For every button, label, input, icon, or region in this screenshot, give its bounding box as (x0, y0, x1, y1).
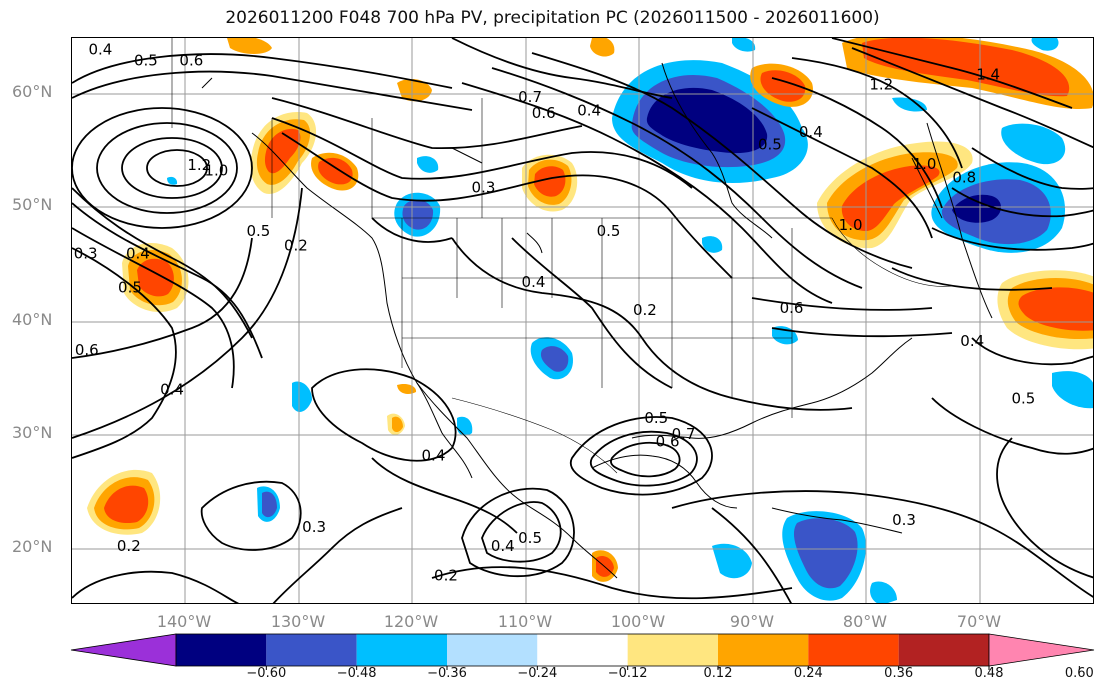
lon-label-140w: 140°W (156, 612, 212, 631)
contour-label: 0.2 (633, 301, 657, 319)
colorbar-tick-label: −0.24 (517, 666, 558, 681)
colorbar-segment (266, 634, 357, 666)
contour-label: 0.3 (892, 511, 916, 529)
lat-label-20n: 20°N (12, 537, 53, 556)
lon-label-100w: 100°W (610, 612, 666, 631)
contour-label: 0.7 (518, 88, 542, 106)
contour-label: 0.4 (577, 102, 601, 120)
contour-label: 1.0 (839, 216, 863, 234)
contour-label: 0.2 (117, 537, 141, 555)
contour-label: 0.5 (134, 52, 158, 70)
contour-label: 0.2 (434, 567, 458, 585)
lat-label-30n: 30°N (12, 423, 53, 442)
colorbar-tick-label: 0.36 (884, 666, 914, 681)
colorbar-segment (176, 634, 267, 666)
colorbar-segment (898, 634, 989, 666)
contour-labels: 0.40.5 0.61.21.00.50.20.3 0.40.50.60.40.70… (74, 40, 1036, 585)
colorbar-tick-label: −0.36 (427, 666, 467, 681)
coastlines (201, 62, 993, 579)
colorbar (70, 633, 1095, 670)
contour-label: 0.8 (952, 168, 976, 186)
contour-label: 0.4 (799, 123, 823, 141)
contour-label: 0.5 (758, 136, 782, 154)
contour-label: 0.4 (522, 273, 546, 291)
colorbar-tick-label: −0.12 (607, 666, 648, 681)
contour-label: 1.0 (204, 162, 228, 180)
lon-label-120w: 120°W (383, 612, 439, 631)
contour-label: 0.4 (126, 244, 150, 262)
contour-label: 0.5 (118, 278, 142, 296)
contour-label: 0.5 (1011, 390, 1035, 408)
lon-label-80w: 80°W (842, 612, 888, 631)
contour-label: 1.2 (869, 75, 893, 93)
contour-label: 0.6 (780, 299, 804, 317)
lat-label-40n: 40°N (12, 310, 53, 329)
contour-label: 1.2 (187, 156, 211, 174)
contour-label: 1.4 (976, 65, 1000, 83)
colorbar-segment (537, 634, 628, 666)
colorbar-segment (447, 634, 538, 666)
map-canvas: 0.40.5 0.61.21.00.50.20.3 0.40.50.60.40.70… (72, 38, 1093, 603)
colorbar-segment (718, 634, 809, 666)
colorbar-extend-high (988, 633, 1095, 667)
pv-contours (72, 38, 1093, 603)
graticule (72, 38, 1093, 603)
contour-label: 0.3 (472, 179, 496, 197)
contour-label: 0.6 (656, 433, 680, 451)
contour-label: 0.7 (672, 425, 696, 443)
lon-label-130w: 130°W (270, 612, 326, 631)
precip-shading (87, 38, 1093, 603)
contour-label: 0.6 (179, 52, 203, 70)
contour-label: 0.3 (302, 518, 326, 536)
lon-label-70w: 70°W (956, 612, 1002, 631)
contour-label: 0.4 (422, 446, 446, 464)
lat-label-60n: 60°N (12, 82, 53, 101)
colorbar-tick-label: 0.12 (703, 666, 733, 681)
contour-label: 0.5 (597, 222, 621, 240)
political-borders (171, 38, 953, 474)
contour-label: 0.6 (532, 104, 556, 122)
colorbar-tick-label: 0.24 (793, 666, 823, 681)
contour-label: 0.5 (246, 222, 270, 240)
colorbar-tick-label: 0.60 (1064, 666, 1094, 681)
map-panel[interactable]: 0.4 0.5 0.6 1.2 1.0 0.5 0.2 0.3 0.4 0.5 0.6 0.4 0.7 0… (71, 37, 1094, 604)
contour-label: 0.4 (491, 537, 515, 555)
lon-label-110w: 110°W (497, 612, 553, 631)
contour-label: 0.4 (960, 332, 984, 350)
contour-label: 0.4 (160, 381, 184, 399)
colorbar-tick-label: 0.48 (974, 666, 1004, 681)
colorbar-segment (356, 634, 447, 666)
contour-label: 0.5 (518, 529, 542, 547)
colorbar-tick-label: −0.60 (246, 666, 287, 681)
contour-label: 0.4 (88, 40, 112, 58)
lat-label-50n: 50°N (12, 195, 53, 214)
contour-label: 1.0 (913, 155, 937, 173)
colorbar-segment (808, 634, 899, 666)
lon-label-90w: 90°W (729, 612, 775, 631)
contour-label: 0.6 (75, 341, 99, 359)
colorbar-extend-low (70, 633, 177, 667)
contour-label: 0.5 (644, 409, 668, 427)
contour-label: 0.2 (284, 237, 308, 255)
colorbar-tick-label: −0.48 (336, 666, 377, 681)
contour-label: 0.3 (74, 244, 98, 262)
map-title: 2026011200 F048 700 hPa PV, precipitatio… (225, 8, 880, 28)
colorbar-segment (627, 634, 718, 666)
